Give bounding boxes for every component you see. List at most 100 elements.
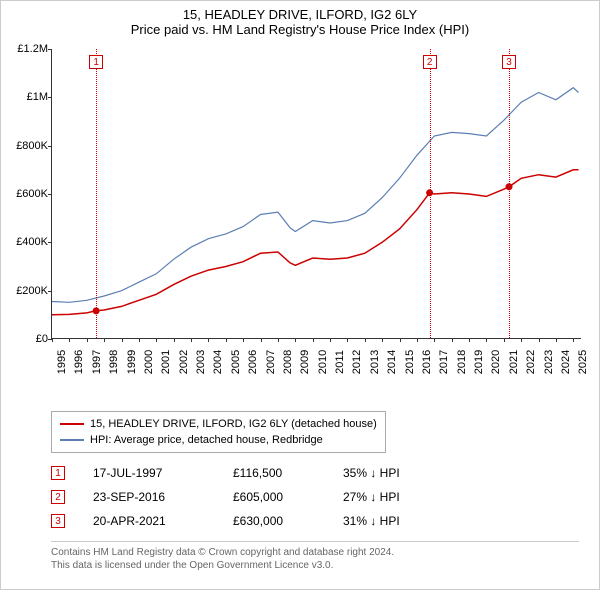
x-axis-tick-mark bbox=[69, 338, 70, 342]
y-axis-tick-label: £0 bbox=[4, 333, 48, 345]
x-axis-tick-label: 2012 bbox=[351, 350, 363, 374]
chart-subtitle: Price paid vs. HM Land Registry's House … bbox=[1, 22, 599, 41]
x-axis-tick-label: 1996 bbox=[73, 350, 85, 374]
transaction-hpi-delta: 27% ↓ HPI bbox=[343, 490, 453, 504]
x-axis-tick-mark bbox=[417, 338, 418, 342]
transaction-marker: 2 bbox=[51, 490, 65, 504]
x-axis-tick-label: 2013 bbox=[369, 350, 381, 374]
transaction-marker: 3 bbox=[51, 514, 65, 528]
x-axis-tick-label: 2011 bbox=[334, 350, 346, 374]
x-axis-tick-mark bbox=[52, 338, 53, 342]
chart-area: £0£200K£400K£600K£800K£1M£1.2M1995199619… bbox=[51, 49, 581, 369]
x-axis-tick-mark bbox=[521, 338, 522, 342]
chart-title: 15, HEADLEY DRIVE, ILFORD, IG2 6LY bbox=[1, 1, 599, 22]
x-axis-tick-mark bbox=[313, 338, 314, 342]
transaction-price: £116,500 bbox=[233, 466, 343, 480]
x-axis-tick-label: 2019 bbox=[473, 350, 485, 374]
y-axis-tick-mark bbox=[48, 97, 52, 98]
x-axis-tick-label: 2008 bbox=[282, 350, 294, 374]
y-axis-tick-mark bbox=[48, 194, 52, 195]
x-axis-tick-mark bbox=[278, 338, 279, 342]
x-axis-tick-label: 2005 bbox=[230, 350, 242, 374]
footer-line-2: This data is licensed under the Open Gov… bbox=[51, 559, 579, 572]
transaction-date: 17-JUL-1997 bbox=[93, 466, 233, 480]
x-axis-tick-mark bbox=[87, 338, 88, 342]
y-axis-tick-mark bbox=[48, 49, 52, 50]
y-axis-tick-label: £1M bbox=[4, 91, 48, 103]
x-axis-tick-label: 2004 bbox=[212, 350, 224, 374]
sale-marker-line bbox=[96, 49, 97, 338]
x-axis-tick-mark bbox=[573, 338, 574, 342]
x-axis-tick-label: 2007 bbox=[265, 350, 277, 374]
sale-marker-box: 3 bbox=[502, 55, 516, 69]
plot-svg bbox=[52, 49, 582, 339]
transaction-date: 23-SEP-2016 bbox=[93, 490, 233, 504]
transaction-marker: 1 bbox=[51, 466, 65, 480]
x-axis-tick-mark bbox=[122, 338, 123, 342]
sale-marker-line bbox=[430, 49, 431, 338]
x-axis-tick-label: 2000 bbox=[143, 350, 155, 374]
x-axis-tick-mark bbox=[226, 338, 227, 342]
transaction-price: £630,000 bbox=[233, 514, 343, 528]
x-axis-tick-label: 2001 bbox=[160, 350, 172, 374]
x-axis-tick-mark bbox=[104, 338, 105, 342]
sale-marker-line bbox=[509, 49, 510, 338]
transaction-date: 20-APR-2021 bbox=[93, 514, 233, 528]
series-hpi bbox=[52, 88, 579, 303]
x-axis-tick-label: 2020 bbox=[490, 350, 502, 374]
x-axis-tick-label: 2022 bbox=[525, 350, 537, 374]
footer-line-1: Contains HM Land Registry data © Crown c… bbox=[51, 546, 579, 559]
legend-swatch bbox=[60, 423, 84, 425]
transaction-row: 3 20-APR-2021£630,00031% ↓ HPI bbox=[51, 509, 453, 533]
transaction-row: 1 17-JUL-1997£116,50035% ↓ HPI bbox=[51, 461, 453, 485]
legend-item: 15, HEADLEY DRIVE, ILFORD, IG2 6LY (deta… bbox=[60, 416, 377, 432]
x-axis-tick-label: 2023 bbox=[543, 350, 555, 374]
x-axis-tick-mark bbox=[400, 338, 401, 342]
x-axis-tick-label: 2018 bbox=[456, 350, 468, 374]
x-axis-tick-label: 2006 bbox=[247, 350, 259, 374]
y-axis-tick-mark bbox=[48, 242, 52, 243]
transaction-price: £605,000 bbox=[233, 490, 343, 504]
x-axis-tick-mark bbox=[347, 338, 348, 342]
x-axis-tick-label: 2009 bbox=[299, 350, 311, 374]
x-axis-tick-mark bbox=[469, 338, 470, 342]
x-axis-tick-mark bbox=[504, 338, 505, 342]
x-axis-tick-label: 2014 bbox=[386, 350, 398, 374]
legend-label: 15, HEADLEY DRIVE, ILFORD, IG2 6LY (deta… bbox=[90, 416, 377, 432]
chart-container: 15, HEADLEY DRIVE, ILFORD, IG2 6LY Price… bbox=[0, 0, 600, 590]
legend-swatch bbox=[60, 439, 84, 441]
x-axis-tick-mark bbox=[261, 338, 262, 342]
transaction-row: 2 23-SEP-2016£605,00027% ↓ HPI bbox=[51, 485, 453, 509]
footer-attribution: Contains HM Land Registry data © Crown c… bbox=[51, 541, 579, 572]
transactions-table: 1 17-JUL-1997£116,50035% ↓ HPI 2 23-SEP-201… bbox=[51, 461, 453, 533]
x-axis-tick-mark bbox=[191, 338, 192, 342]
x-axis-tick-label: 1997 bbox=[91, 350, 103, 374]
x-axis-tick-label: 2002 bbox=[178, 350, 190, 374]
x-axis-tick-mark bbox=[486, 338, 487, 342]
sale-marker-box: 1 bbox=[89, 55, 103, 69]
x-axis-tick-mark bbox=[243, 338, 244, 342]
x-axis-tick-label: 1998 bbox=[108, 350, 120, 374]
y-axis-tick-label: £400K bbox=[4, 236, 48, 248]
transaction-hpi-delta: 31% ↓ HPI bbox=[343, 514, 453, 528]
x-axis-tick-mark bbox=[208, 338, 209, 342]
y-axis-tick-mark bbox=[48, 146, 52, 147]
transaction-hpi-delta: 35% ↓ HPI bbox=[343, 466, 453, 480]
x-axis-tick-mark bbox=[295, 338, 296, 342]
x-axis-tick-mark bbox=[365, 338, 366, 342]
sale-marker-box: 2 bbox=[423, 55, 437, 69]
x-axis-tick-label: 2021 bbox=[508, 350, 520, 374]
x-axis-tick-mark bbox=[156, 338, 157, 342]
x-axis-tick-mark bbox=[452, 338, 453, 342]
x-axis-tick-label: 1995 bbox=[56, 350, 68, 374]
y-axis-tick-label: £200K bbox=[4, 285, 48, 297]
y-axis-tick-label: £1.2M bbox=[4, 43, 48, 55]
legend-label: HPI: Average price, detached house, Redb… bbox=[90, 432, 323, 448]
x-axis-tick-mark bbox=[382, 338, 383, 342]
x-axis-tick-label: 2003 bbox=[195, 350, 207, 374]
x-axis-tick-label: 2017 bbox=[438, 350, 450, 374]
legend-item: HPI: Average price, detached house, Redb… bbox=[60, 432, 377, 448]
x-axis-tick-mark bbox=[556, 338, 557, 342]
x-axis-tick-mark bbox=[139, 338, 140, 342]
x-axis-tick-mark bbox=[330, 338, 331, 342]
